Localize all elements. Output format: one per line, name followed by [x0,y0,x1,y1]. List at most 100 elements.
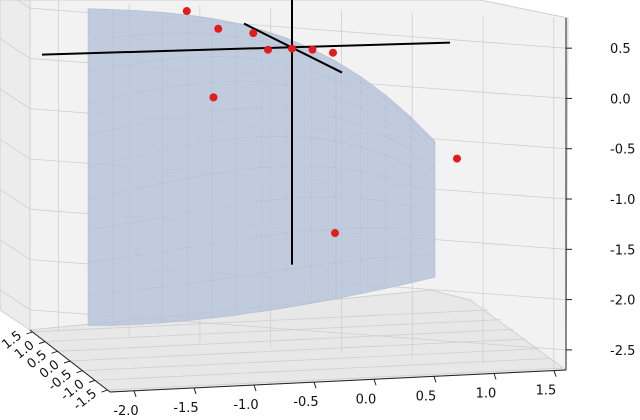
grid-y-6 [32,309,489,333]
grid-y-3 [69,338,527,362]
surface-cell [87,258,114,295]
x-tick-mark-0 [133,390,137,398]
surface-cell [335,227,361,263]
surface-cell [211,55,238,83]
surface-cell [236,272,262,316]
surface-cell [137,118,163,157]
surface-cell [285,108,312,139]
surface-cell [335,167,361,199]
surface-parallel [87,107,436,168]
data-point-7 [209,93,218,102]
surface-cell [87,225,114,263]
surface-cell [285,165,312,199]
grid-z-left-1 [0,38,31,59]
surface-parallel [87,32,436,144]
surface-cell [162,56,188,89]
z-tick-label-6: -2.5 [610,344,635,359]
surface-cell [87,66,114,105]
x-tick-mark-1 [193,387,197,395]
surface-cell [236,80,262,109]
surface-cell [162,246,188,288]
z-tick-label-3: -1.0 [610,193,635,208]
z-tick-label-2: -0.5 [610,143,635,158]
surface-cell [137,251,163,291]
x-tick-mark-7 [553,370,557,377]
z-tick-labels: 0.5 0.0 -0.5 -1.0 -1.5 -2.0 -2.5 [566,42,635,359]
surface-cell [112,62,138,99]
surface-cell [137,32,163,64]
grid-z-left-0 [17,0,31,9]
x-tick-label-4: 0.0 [356,392,377,407]
x-tick-mark-2 [253,384,257,392]
data-point-6 [329,48,337,57]
surface-cell [137,216,163,256]
surface-cell [236,167,262,205]
data-point-4 [288,44,296,53]
surface-cell [137,286,163,325]
data-point-0 [182,7,191,16]
grid-y-1 [94,357,552,381]
grid-y-4 [57,328,514,352]
surface-cell [186,81,213,115]
grid-z-left-4 [0,188,31,210]
surface-cell [409,253,436,284]
surface-cell [137,87,163,125]
surface-cell [186,173,213,213]
y-tick-mark-0 [101,389,108,393]
z-tick-label-1: 0.0 [610,92,631,107]
surface-cell [137,59,163,94]
surface-cell [186,207,213,248]
surface-cell [162,177,188,218]
surface-cell [112,254,138,293]
x-tick-labels: -2.0 -1.5 -1.0 -0.5 0.0 0.5 1.0 1.5 [113,370,557,419]
x-tick-mark-6 [493,373,497,380]
grid-y-5 [44,319,502,343]
crosshair-horizontal [41,41,451,56]
x-tick-mark-5 [433,376,437,383]
surface-cell [87,8,114,41]
surface-cell [236,200,262,240]
y-tick-mark-2 [76,370,83,374]
surface-parallel [87,80,436,158]
surface-parallel [87,227,436,263]
surface-cell [186,55,213,85]
surface-cell [261,197,287,237]
data-point-3 [264,45,272,54]
surface-cell [360,227,386,260]
z-tick-label-0: 0.5 [610,42,631,57]
surface-cell [162,211,188,252]
surface-cell [162,283,188,324]
surface-cell [285,265,312,309]
surface-cell [310,262,337,304]
surface-cell [285,229,312,270]
surface-cell [186,140,213,179]
surface-cell [162,144,188,184]
surface-cell [211,276,238,319]
grid-y-2 [82,348,539,372]
data-point-9 [331,229,339,238]
surface-cell [285,135,312,167]
surface-parallel [87,276,436,326]
surface-cell [335,196,361,229]
surface-cell [236,56,262,83]
surface-cell [211,108,238,142]
surface-cell [310,137,337,169]
surface-cell [211,239,238,281]
surface-cell [186,242,213,284]
surface-cell [211,33,238,58]
surface-cell [360,256,386,295]
y-tick-mark-6 [26,331,33,335]
surface-cell [186,110,213,146]
surface-cell [137,10,163,36]
x-tick-label-6: 1.0 [476,386,497,401]
surface-cell [236,107,262,139]
x-tick-label-0: -2.0 [113,404,138,419]
x-tick-label-7: 1.5 [536,384,557,399]
surface-cell [261,135,287,168]
z-tick-label-5: -2.0 [610,294,635,309]
surface-cell [112,187,138,227]
surface-parallel [87,196,436,231]
surface-cell [261,232,287,274]
surface-cell [87,128,114,168]
